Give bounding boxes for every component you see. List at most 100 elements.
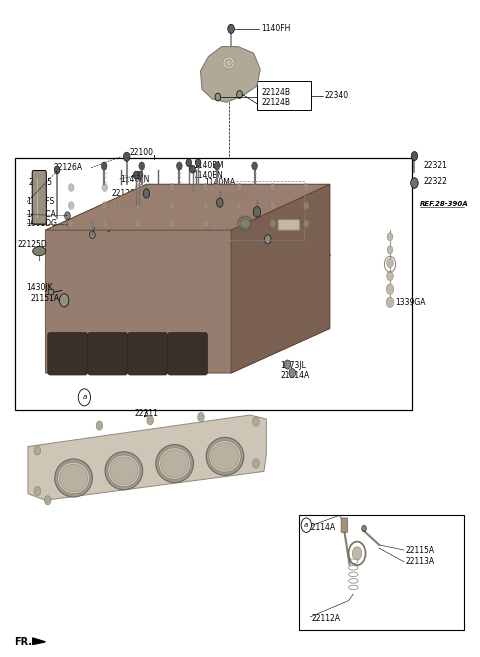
Text: 1573JM: 1573JM xyxy=(266,234,295,243)
Text: 1140MA: 1140MA xyxy=(204,179,235,187)
Text: 22115A: 22115A xyxy=(406,545,435,555)
Text: 1140FH: 1140FH xyxy=(262,24,291,34)
Ellipse shape xyxy=(55,459,92,497)
Circle shape xyxy=(68,202,74,210)
Circle shape xyxy=(102,219,108,227)
Circle shape xyxy=(34,446,41,455)
Circle shape xyxy=(143,189,150,198)
Circle shape xyxy=(387,271,393,281)
Text: 22100: 22100 xyxy=(130,148,154,157)
Ellipse shape xyxy=(110,457,138,484)
Circle shape xyxy=(102,183,108,191)
Text: 22129: 22129 xyxy=(111,189,135,198)
FancyBboxPatch shape xyxy=(299,515,464,630)
Circle shape xyxy=(54,166,60,173)
Circle shape xyxy=(147,416,154,425)
Circle shape xyxy=(362,525,367,532)
Text: 1140FH: 1140FH xyxy=(223,193,252,202)
Circle shape xyxy=(386,284,394,294)
Polygon shape xyxy=(201,47,260,102)
Circle shape xyxy=(135,202,141,210)
Text: REF.28-390A: REF.28-390A xyxy=(420,201,468,207)
FancyBboxPatch shape xyxy=(128,332,168,375)
Text: 1430JK: 1430JK xyxy=(26,283,53,292)
Circle shape xyxy=(289,369,296,378)
Ellipse shape xyxy=(33,246,46,256)
Text: 1153CA: 1153CA xyxy=(301,249,331,258)
Circle shape xyxy=(301,518,312,532)
Circle shape xyxy=(387,258,393,267)
Ellipse shape xyxy=(160,450,189,478)
Circle shape xyxy=(303,219,309,227)
FancyBboxPatch shape xyxy=(257,81,311,110)
FancyBboxPatch shape xyxy=(278,219,300,230)
Text: 22340: 22340 xyxy=(324,91,348,101)
Text: 21151A: 21151A xyxy=(30,294,60,304)
Circle shape xyxy=(216,198,223,207)
Text: 1339GA: 1339GA xyxy=(396,298,426,307)
Polygon shape xyxy=(45,184,330,230)
Circle shape xyxy=(101,162,107,170)
Ellipse shape xyxy=(225,59,232,66)
Circle shape xyxy=(169,183,175,191)
Text: 1601DG: 1601DG xyxy=(26,219,58,228)
Text: 1140EM: 1140EM xyxy=(193,162,224,170)
Text: 1573JL: 1573JL xyxy=(280,361,306,370)
Text: 1140FS: 1140FS xyxy=(26,198,55,206)
Circle shape xyxy=(387,233,393,240)
Circle shape xyxy=(228,24,234,34)
Polygon shape xyxy=(45,184,330,373)
Text: 1433CA: 1433CA xyxy=(26,210,57,219)
Circle shape xyxy=(236,219,242,227)
Ellipse shape xyxy=(206,438,244,476)
Circle shape xyxy=(411,152,418,161)
Text: 22124B: 22124B xyxy=(262,88,290,97)
Circle shape xyxy=(68,183,74,191)
FancyBboxPatch shape xyxy=(15,158,412,411)
Polygon shape xyxy=(28,415,266,500)
Circle shape xyxy=(60,294,69,307)
Text: 22127A: 22127A xyxy=(283,215,312,223)
Circle shape xyxy=(133,171,139,179)
Circle shape xyxy=(214,162,220,170)
Circle shape xyxy=(252,459,259,468)
Ellipse shape xyxy=(211,443,239,470)
Text: 22322: 22322 xyxy=(424,177,448,186)
Circle shape xyxy=(387,246,393,254)
Circle shape xyxy=(252,162,257,170)
Circle shape xyxy=(190,166,195,173)
Circle shape xyxy=(195,159,201,167)
Text: a: a xyxy=(304,522,309,528)
FancyBboxPatch shape xyxy=(32,171,46,224)
Circle shape xyxy=(270,219,276,227)
Circle shape xyxy=(236,202,242,210)
Ellipse shape xyxy=(156,445,193,483)
Text: 22112A: 22112A xyxy=(311,614,340,623)
Ellipse shape xyxy=(209,441,241,472)
Circle shape xyxy=(237,91,242,99)
Text: 22135: 22135 xyxy=(29,179,53,187)
FancyBboxPatch shape xyxy=(88,332,128,375)
Ellipse shape xyxy=(105,452,143,489)
Ellipse shape xyxy=(223,57,235,69)
Circle shape xyxy=(65,212,70,219)
Ellipse shape xyxy=(108,455,140,486)
Text: 22113A: 22113A xyxy=(406,557,435,566)
Circle shape xyxy=(215,93,221,101)
Circle shape xyxy=(203,219,208,227)
Circle shape xyxy=(264,235,271,244)
Text: 22311: 22311 xyxy=(134,409,158,419)
Circle shape xyxy=(45,495,51,505)
Circle shape xyxy=(186,159,192,167)
Circle shape xyxy=(352,547,362,560)
FancyBboxPatch shape xyxy=(48,332,88,375)
FancyBboxPatch shape xyxy=(48,289,53,294)
Circle shape xyxy=(303,183,309,191)
Circle shape xyxy=(252,417,259,426)
Text: 1140EN: 1140EN xyxy=(193,171,223,179)
Polygon shape xyxy=(231,184,330,373)
Circle shape xyxy=(78,389,91,406)
Text: 22136A: 22136A xyxy=(236,215,265,223)
Text: FR.: FR. xyxy=(14,637,32,647)
Text: 22125D: 22125D xyxy=(18,240,48,249)
